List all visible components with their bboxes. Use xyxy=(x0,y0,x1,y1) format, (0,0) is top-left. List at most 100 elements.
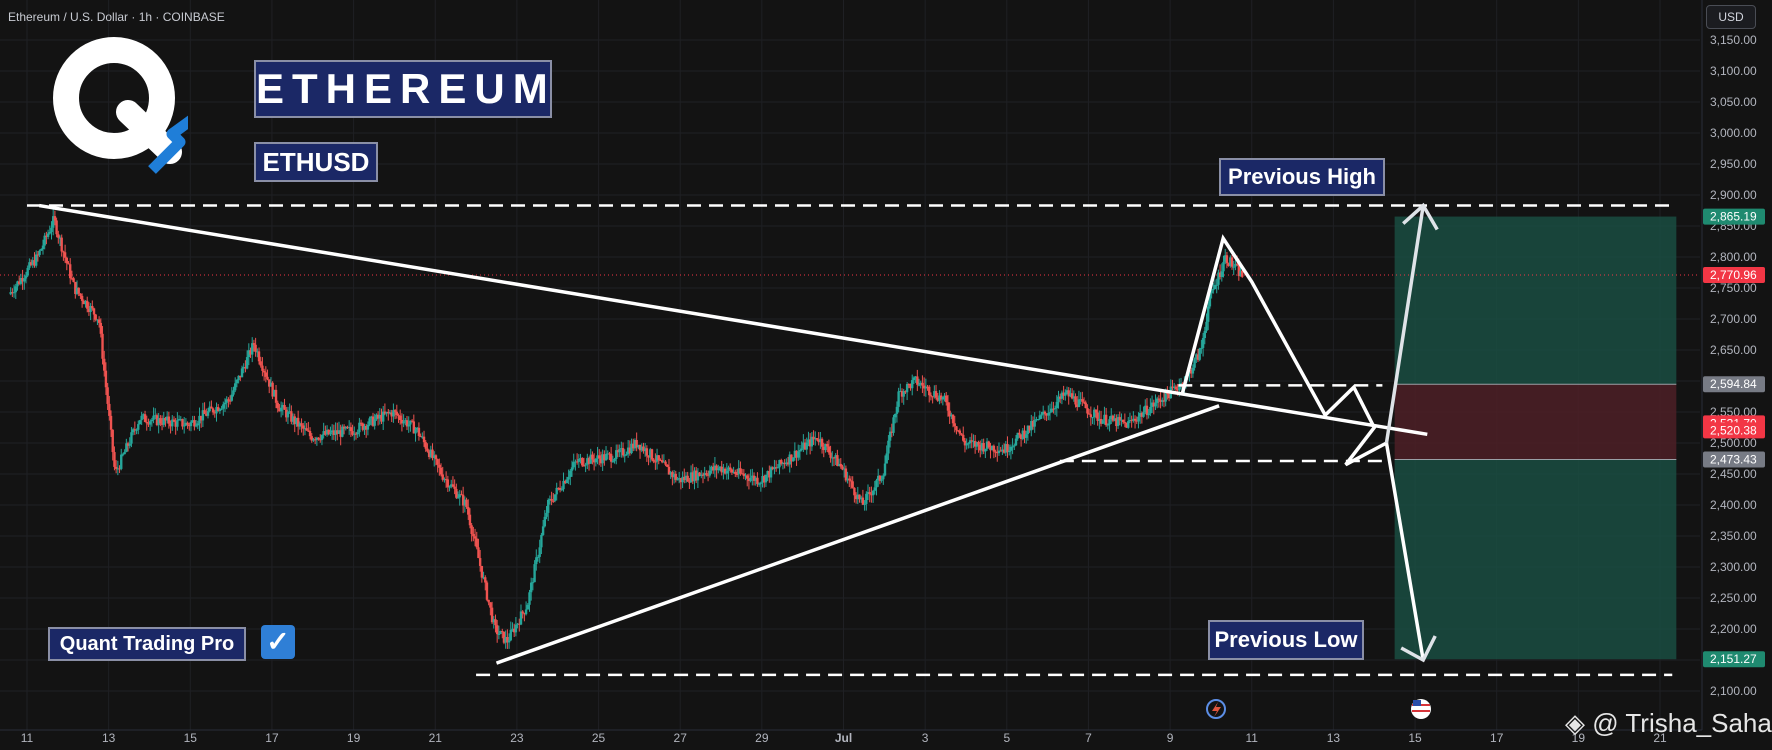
candle-body xyxy=(230,394,234,401)
candle-body xyxy=(48,232,51,234)
candle-body xyxy=(104,370,108,388)
candle-body xyxy=(254,344,257,352)
candle-body xyxy=(564,480,567,484)
candle-body xyxy=(521,611,524,614)
candle-body xyxy=(660,460,664,463)
candle-body xyxy=(814,438,817,440)
candle-body xyxy=(366,424,370,430)
candle-body xyxy=(791,457,795,462)
candle-body xyxy=(842,468,846,470)
candle-body xyxy=(87,308,91,312)
candle-body xyxy=(1086,408,1089,414)
candle-body xyxy=(933,391,936,397)
candle-body xyxy=(626,447,630,455)
candle-body xyxy=(1081,399,1084,402)
candle-body xyxy=(1189,370,1193,374)
candle-body xyxy=(189,422,193,427)
candle-body xyxy=(502,631,506,643)
candle-body xyxy=(776,467,780,469)
candle-body xyxy=(939,395,943,400)
candle-body xyxy=(560,489,564,491)
candle-body xyxy=(438,464,441,468)
candle-body xyxy=(370,416,373,419)
candle-body xyxy=(921,382,924,386)
candle-body xyxy=(754,477,757,481)
candle-body xyxy=(778,459,781,468)
candle-body xyxy=(397,415,400,417)
candle-body xyxy=(894,413,897,418)
candle-body xyxy=(347,427,351,429)
candle-body xyxy=(1006,444,1009,453)
candle-body xyxy=(1057,396,1060,402)
candle-body xyxy=(877,475,880,481)
candle-body xyxy=(1028,425,1031,431)
candle-body xyxy=(798,450,802,452)
candle-body xyxy=(649,449,652,458)
candle-body xyxy=(395,411,399,416)
candle-body xyxy=(336,430,339,434)
candle-body xyxy=(501,630,504,632)
candle-body xyxy=(795,450,798,458)
y-tick-label: 2,250.00 xyxy=(1710,591,1757,605)
candle-body xyxy=(698,472,701,476)
candle-body xyxy=(1031,421,1035,427)
candle-body xyxy=(1108,419,1111,425)
candle-body xyxy=(225,399,228,403)
checkmark-icon: ✓ xyxy=(261,625,295,659)
support-trendline xyxy=(495,404,1220,665)
candle-body xyxy=(478,558,482,566)
candle-body xyxy=(1227,263,1230,266)
candle-body xyxy=(176,420,179,427)
y-tick-label: 2,500.00 xyxy=(1710,436,1757,450)
candle-body xyxy=(800,448,803,451)
candle-body xyxy=(696,472,700,481)
candle-body xyxy=(936,397,939,401)
candle-body xyxy=(388,412,392,414)
candle-body xyxy=(951,414,955,424)
candle-body xyxy=(310,436,313,441)
candle-body xyxy=(654,461,657,463)
candle-body xyxy=(904,391,907,393)
candle-body xyxy=(327,429,330,435)
candle-body xyxy=(489,602,492,608)
candle-body xyxy=(535,557,538,565)
candle-body xyxy=(744,475,747,477)
candle-body xyxy=(373,419,376,426)
candle-body xyxy=(319,439,322,441)
currency-button[interactable]: USD xyxy=(1706,5,1756,29)
candle-body xyxy=(919,382,922,385)
candle-body xyxy=(213,412,216,414)
candle-body xyxy=(315,437,319,440)
candle-body xyxy=(1002,449,1006,453)
candle-body xyxy=(1225,255,1229,264)
candle-body xyxy=(723,468,727,474)
candle-body xyxy=(477,547,480,559)
candle-body xyxy=(329,432,332,435)
candle-body xyxy=(839,463,842,467)
candle-body xyxy=(1072,396,1076,399)
x-tick-label: 29 xyxy=(755,731,769,745)
candle-body xyxy=(499,630,502,634)
candle-body xyxy=(385,411,388,414)
candle-body xyxy=(135,429,138,431)
candle-body xyxy=(540,534,543,548)
candle-body xyxy=(999,450,1002,452)
x-tick-label: Jul xyxy=(835,731,852,745)
candle-body xyxy=(1164,389,1167,402)
candle-body xyxy=(376,414,380,419)
candle-body xyxy=(234,383,237,391)
candle-body xyxy=(164,418,167,421)
candle-body xyxy=(730,469,734,473)
candle-body xyxy=(613,458,616,462)
candle-body xyxy=(271,382,274,397)
candle-body xyxy=(363,426,366,430)
candle-body xyxy=(1213,285,1217,290)
candle-body xyxy=(210,406,213,409)
candle-body xyxy=(912,377,916,381)
candle-body xyxy=(997,450,1001,454)
candle-body xyxy=(223,402,227,405)
candle-body xyxy=(1115,418,1118,427)
candle-body xyxy=(667,466,671,475)
candle-body xyxy=(31,260,34,265)
